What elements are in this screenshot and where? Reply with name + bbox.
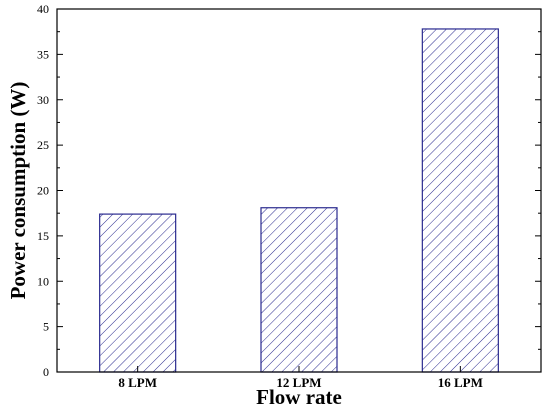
y-tick-label: 20 [37,184,49,198]
bar-2 [421,28,499,373]
x-tick-label: 16 LPM [438,375,483,390]
x-axis: 8 LPM 12 LPM 16 LPM [118,366,483,390]
x-tick-label: 12 LPM [276,375,321,390]
bar-1 [260,207,338,373]
y-tick-label: 30 [37,93,49,107]
y-tick-label: 25 [37,138,49,152]
bar-0 [99,213,177,373]
y-tick-label: 10 [37,274,49,288]
y-axis-title: Power consumption (W) [6,82,30,300]
y-tick-label: 15 [37,229,49,243]
y-tick-label: 40 [37,2,49,16]
y-tick-label: 35 [37,47,49,61]
bars-group [99,28,499,373]
x-tick-label: 8 LPM [118,375,157,390]
y-axis: 0 5 10 15 20 25 30 35 40 [37,2,541,379]
y-tick-label: 0 [43,365,49,379]
y-tick-label: 5 [43,320,49,334]
x-axis-title: Flow rate [256,385,342,409]
